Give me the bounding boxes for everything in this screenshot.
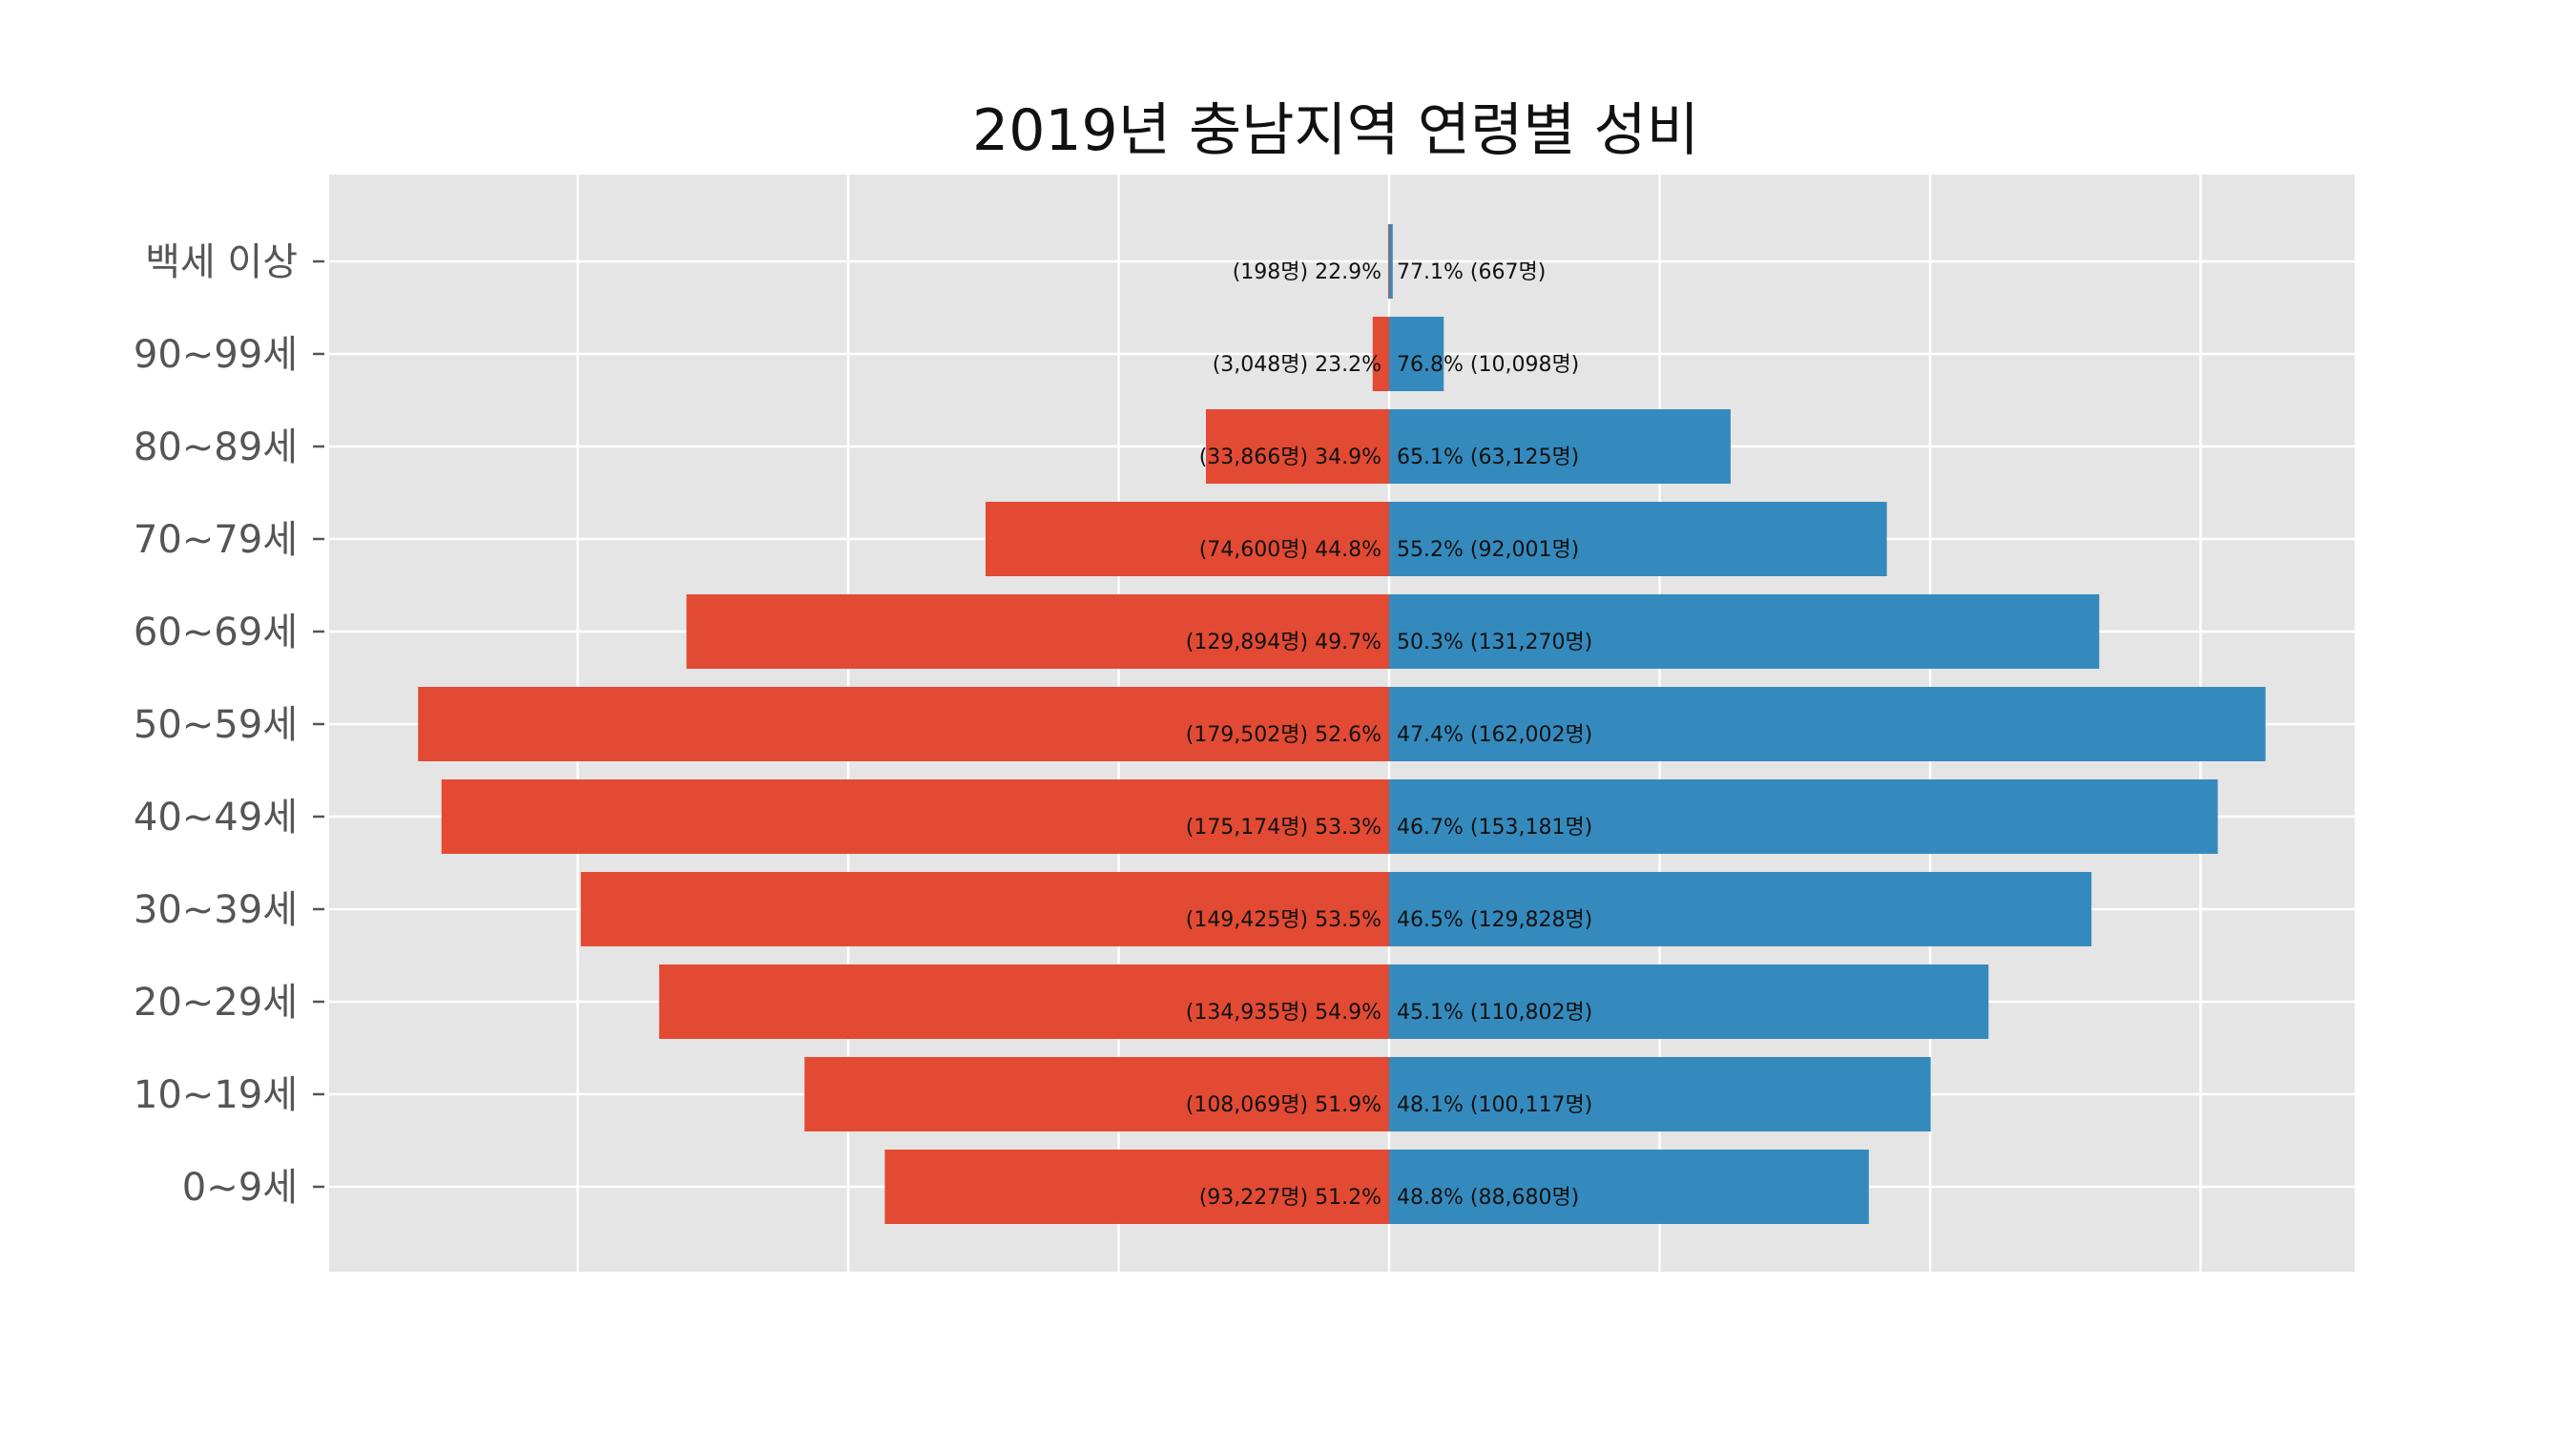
bar-left-3 [580, 872, 1389, 946]
data-label-left-5: (179,502명) 52.6% [1186, 723, 1381, 747]
data-labels: (93,227명) 51.2% 48.8% (88,680명) (108,069명)… [1186, 260, 1593, 1210]
y-tick-label-2: 20~29세 [134, 981, 298, 1025]
bar-left-2 [658, 964, 1389, 1039]
y-tick-label-3: 30~39세 [134, 888, 298, 932]
bar-right-3 [1389, 872, 2092, 946]
bar-right-0 [1389, 1150, 1869, 1224]
data-label-left-10: (198명) 22.9% [1233, 260, 1381, 284]
data-label-left-8: (33,866명) 34.9% [1199, 446, 1381, 469]
y-tick-label-4: 40~49세 [134, 796, 298, 840]
data-label-right-3: 46.5% (129,828명) [1397, 908, 1592, 932]
bar-left-4 [441, 779, 1389, 854]
data-label-right-7: 55.2% (92,001명) [1397, 538, 1579, 562]
bar-right-6 [1389, 594, 2100, 669]
y-tick-label-9: 90~99세 [134, 333, 298, 377]
bar-right-4 [1389, 779, 2218, 854]
bar-left-7 [986, 502, 1389, 576]
bar-right-9 [1389, 317, 1444, 391]
data-label-left-7: (74,600명) 44.8% [1199, 538, 1381, 562]
bar-left-6 [686, 594, 1389, 669]
bar-left-1 [804, 1057, 1389, 1131]
bar-right-10 [1389, 224, 1393, 299]
y-tick-label-0: 0~9세 [182, 1166, 298, 1210]
y-tick-label-1: 10~19세 [134, 1073, 298, 1117]
data-label-left-1: (108,069명) 51.9% [1186, 1093, 1381, 1117]
y-tick-label-8: 80~89세 [134, 425, 298, 469]
y-tick-label-5: 50~59세 [134, 703, 298, 747]
data-label-right-9: 76.8% (10,098명) [1397, 353, 1579, 377]
bar-left-5 [418, 687, 1390, 761]
bar-left-10 [1387, 224, 1389, 299]
bar-right-7 [1389, 502, 1887, 576]
data-label-left-9: (3,048명) 23.2% [1213, 353, 1381, 377]
data-label-left-2: (134,935명) 54.9% [1186, 1001, 1381, 1025]
bar-left-9 [1372, 317, 1389, 391]
y-tick-label-7: 70~79세 [134, 518, 298, 562]
data-label-left-6: (129,894명) 49.7% [1186, 631, 1381, 654]
y-tick-label-6: 60~69세 [134, 611, 298, 654]
bar-right-8 [1389, 409, 1731, 484]
data-label-right-6: 50.3% (131,270명) [1397, 631, 1592, 654]
bar-left-0 [884, 1150, 1389, 1224]
data-label-right-2: 45.1% (110,802명) [1397, 1001, 1592, 1025]
bars [418, 224, 2266, 1224]
y-axis-ticks: 0~9세 10~19세 20~29세 30~39세 40~49세 50~59세 60~69세… [134, 240, 324, 1210]
bar-right-1 [1389, 1057, 1931, 1131]
bar-right-2 [1389, 964, 1989, 1039]
bar-left-8 [1205, 409, 1389, 484]
data-label-right-1: 48.1% (100,117명) [1397, 1093, 1592, 1117]
data-label-right-0: 48.8% (88,680명) [1397, 1186, 1579, 1210]
y-tick-label-10: 백세 이상 [145, 240, 298, 284]
bar-right-5 [1389, 687, 2266, 761]
data-label-right-10: 77.1% (667명) [1397, 260, 1546, 284]
data-label-right-4: 46.7% (153,181명) [1397, 816, 1592, 840]
chart-title: 2019년 충남지역 연령별 성비 [972, 97, 1699, 164]
data-label-left-0: (93,227명) 51.2% [1199, 1186, 1381, 1210]
data-label-left-4: (175,174명) 53.3% [1186, 816, 1381, 840]
data-label-left-3: (149,425명) 53.5% [1186, 908, 1381, 932]
data-label-right-5: 47.4% (162,002명) [1397, 723, 1592, 747]
data-label-right-8: 65.1% (63,125명) [1397, 446, 1579, 469]
